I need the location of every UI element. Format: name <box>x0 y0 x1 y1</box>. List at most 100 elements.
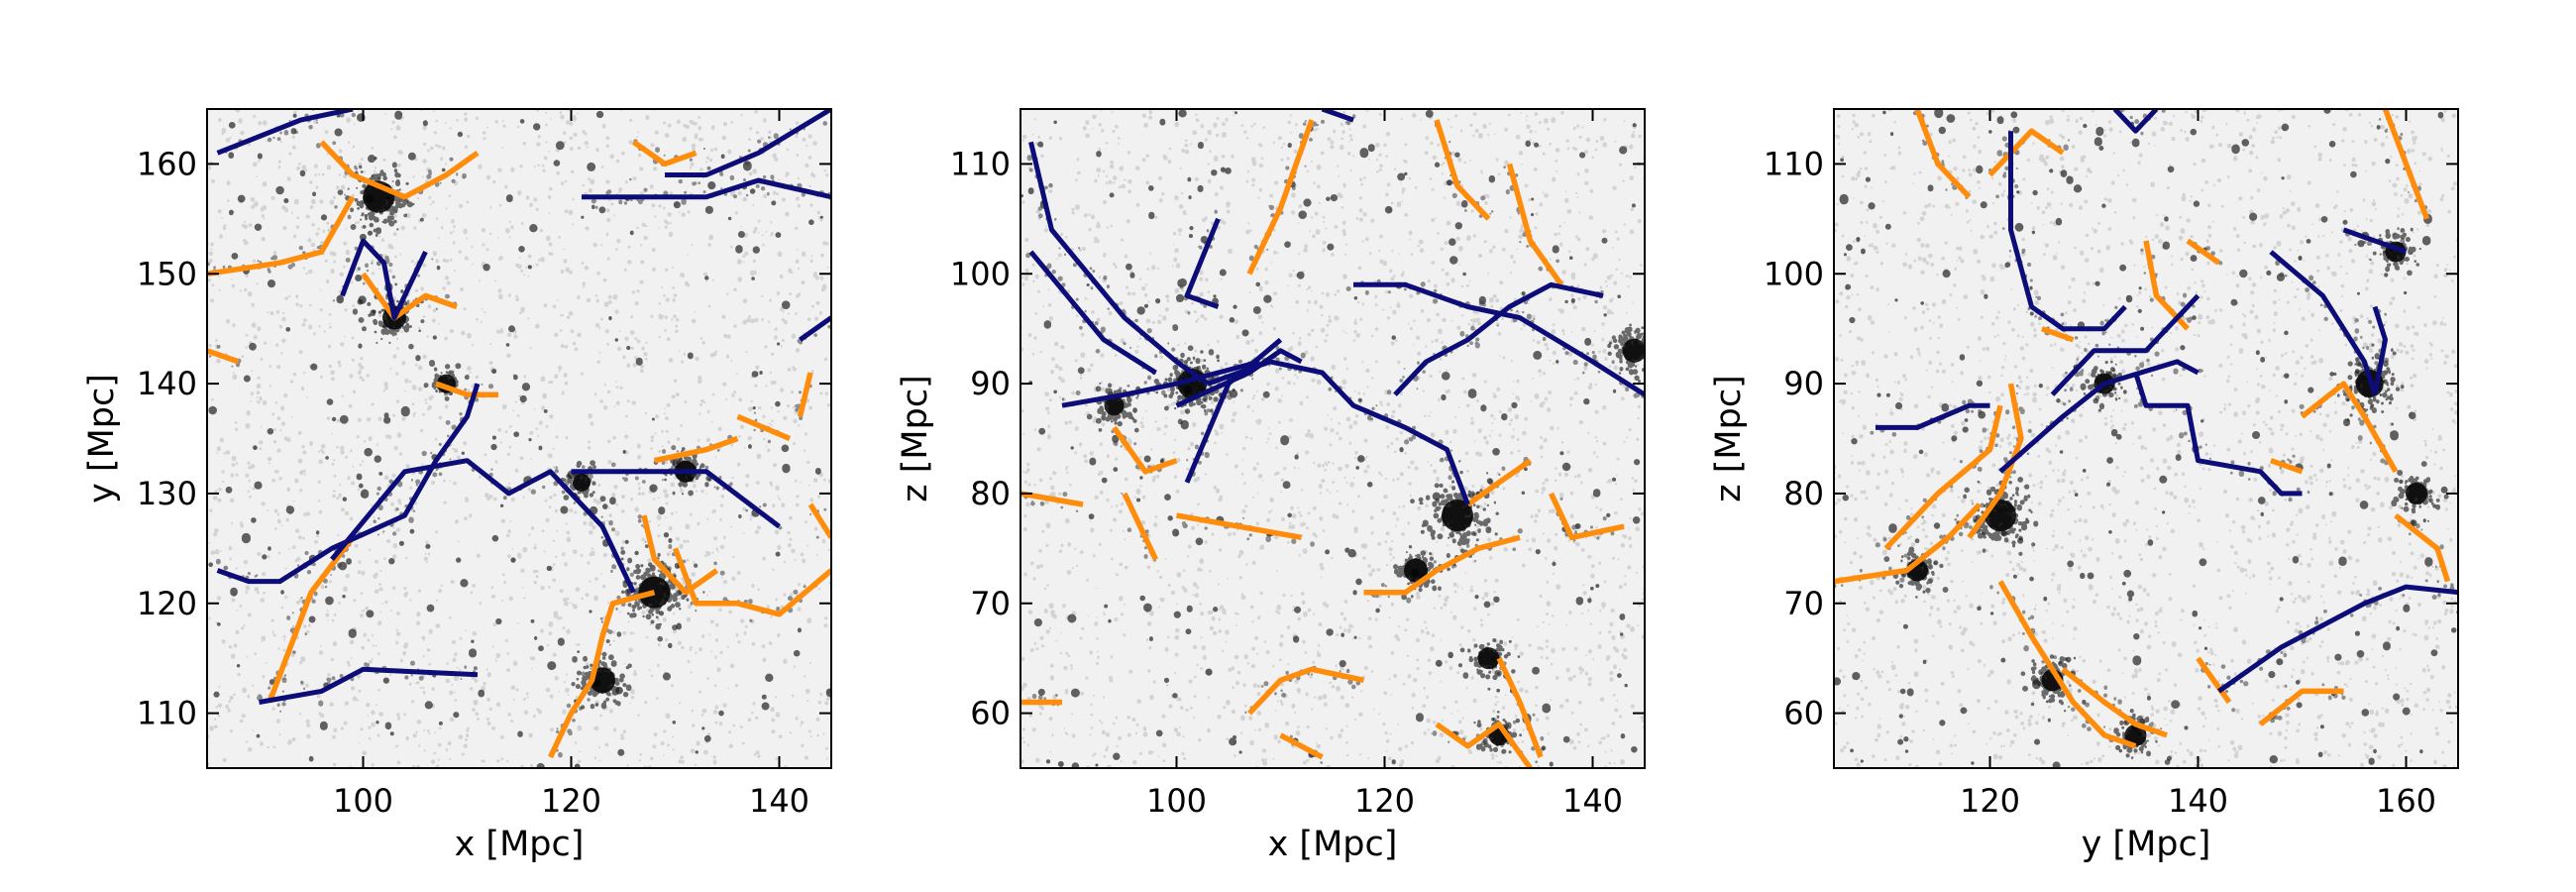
y-tick-label: 90 <box>1783 365 1824 402</box>
orange-filament-12 <box>2270 458 2304 475</box>
navy-filament-9 <box>799 315 831 342</box>
panel-2: 100 120 140 60 70 80 90 100 110 x [Mpc] z [Mpc] <box>896 108 1646 864</box>
cluster-7 <box>2113 709 2171 765</box>
y-tick-label: 70 <box>1783 585 1824 622</box>
orange-filament-13 <box>1279 732 1324 760</box>
orange-filament-5 <box>2061 667 2168 738</box>
x-tick-label: 120 <box>541 782 601 820</box>
navy-filament-7 <box>2372 305 2388 395</box>
x-tick-label: 140 <box>749 782 809 820</box>
x-tick-label: 140 <box>2168 782 2228 820</box>
navy-filament-2 <box>582 177 831 200</box>
cluster-core-4 <box>1477 647 1500 670</box>
axes-frame <box>1020 108 1646 769</box>
navy-filament-7 <box>1353 281 1645 397</box>
density-field <box>207 109 831 768</box>
y-tick-label: 100 <box>1764 255 1824 292</box>
background-particles <box>1020 109 1645 768</box>
y-tick-label: 120 <box>137 585 197 622</box>
y-tick-label: 150 <box>137 255 197 292</box>
orange-filament-1 <box>319 140 480 200</box>
cluster-core-7 <box>1104 395 1125 416</box>
axes-frame <box>1833 108 2459 769</box>
x-tick-label: 100 <box>1146 782 1207 820</box>
y-tick-label: 60 <box>1783 695 1824 732</box>
orange-filament-6 <box>2196 656 2232 705</box>
orange-filament-7 <box>548 590 656 759</box>
y-axis-label: z [Mpc] <box>896 375 935 502</box>
orange-filament-3 <box>1967 383 2024 539</box>
navy-filament-1 <box>1028 141 1210 387</box>
orange-filament-4 <box>361 272 458 321</box>
cluster-core-6 <box>2406 482 2427 504</box>
orange-filament-8 <box>1465 458 1533 507</box>
x-tick-label: 100 <box>333 782 393 820</box>
navy-filament-3 <box>1998 359 2200 474</box>
navy-filament-1 <box>216 109 354 156</box>
cluster-core-1 <box>1985 500 2016 532</box>
orange-filament-4 <box>1997 580 2137 749</box>
orange-filament-14 <box>1914 109 1972 199</box>
navy-filament-6 <box>2342 227 2408 255</box>
y-tick-label: 80 <box>1783 475 1824 512</box>
navy-filament-8 <box>259 666 479 705</box>
y-axis-label: y [Mpc] <box>82 374 122 503</box>
orange-filament-5 <box>435 381 498 397</box>
density-field <box>1020 109 1645 768</box>
orange-filament-7 <box>2258 688 2344 726</box>
navy-filament-10 <box>1061 359 1261 408</box>
y-tick-label: 110 <box>950 145 1011 182</box>
orange-filament-6 <box>1176 512 1302 541</box>
y-tick-label: 100 <box>950 255 1011 292</box>
x-tick-label: 120 <box>1354 782 1415 820</box>
navy-filament-8 <box>1393 281 1604 396</box>
orange-filament-14 <box>631 140 698 167</box>
orange-filament-4 <box>1020 491 1084 507</box>
orange-filament-1 <box>1246 119 1315 276</box>
x-tick-label: 160 <box>2376 782 2436 820</box>
orange-filament-10 <box>1247 666 1365 716</box>
density-field <box>1834 109 2458 768</box>
cluster-core-3 <box>1404 558 1428 583</box>
y-axis-label: z [Mpc] <box>1709 375 1749 502</box>
orange-filament-8 <box>2186 238 2221 266</box>
orange-filament-6 <box>267 535 356 704</box>
orange-filament-8 <box>672 547 831 617</box>
x-tick-label: 140 <box>1562 782 1623 820</box>
navy-filament-2 <box>2050 293 2200 396</box>
halo-particles <box>1020 109 1641 768</box>
x-axis-label: x [Mpc] <box>1268 825 1398 864</box>
orange-filament-11 <box>2300 381 2399 474</box>
navy-filament-9 <box>1876 402 1990 430</box>
orange-filament-9 <box>1549 492 1625 541</box>
navy-filament-5 <box>216 383 481 585</box>
navy-filament-5 <box>2269 250 2378 395</box>
panel-1: 100 120 140 110 120 130 140 150 160 x [Mpc] y [Mpc… <box>82 108 832 864</box>
navy-filament-3 <box>1184 217 1221 309</box>
navy-filament-5 <box>1207 359 1470 505</box>
navy-filament-10 <box>2112 109 2159 134</box>
y-tick-label: 110 <box>1764 145 1824 182</box>
orange-filament-12 <box>807 502 831 539</box>
cluster-core-2 <box>1442 500 1473 532</box>
orange-filament-1 <box>1834 502 1982 585</box>
y-tick-label: 130 <box>137 475 197 512</box>
orange-filament-13 <box>797 372 813 417</box>
y-tick-label: 80 <box>970 475 1011 512</box>
cluster-4 <box>2073 360 2123 412</box>
plot-area <box>1834 109 2458 768</box>
panel-3: 120 140 160 60 70 80 90 100 110 y [Mpc] z [Mpc] <box>1709 108 2459 864</box>
navy-filament-4 <box>340 238 428 321</box>
navy-filament-6 <box>330 458 636 594</box>
x-tick-label: 120 <box>1960 782 2020 820</box>
navy-filament-3 <box>665 109 831 177</box>
y-tick-label: 70 <box>970 585 1011 622</box>
cluster-core-5 <box>1622 338 1645 363</box>
orange-filament-7 <box>1363 534 1521 596</box>
y-tick-label: 140 <box>137 365 197 402</box>
x-axis-label: x [Mpc] <box>455 825 585 864</box>
orange-filament-2 <box>1883 404 2003 551</box>
orange-filament-3 <box>1434 119 1491 221</box>
navy-filament-8 <box>2217 584 2458 694</box>
